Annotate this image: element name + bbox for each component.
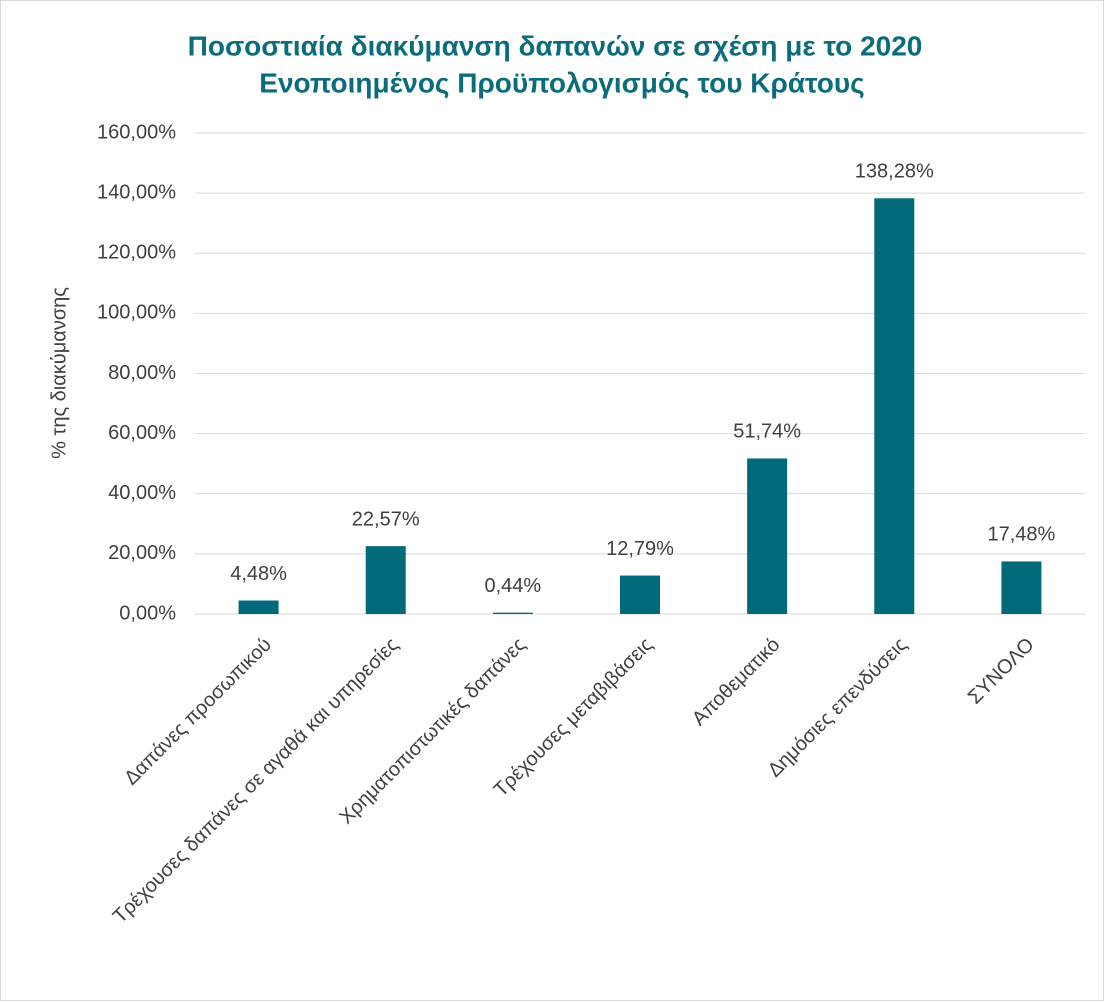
bar — [747, 458, 788, 614]
y-tick-label: 120,00% — [97, 242, 176, 264]
bar — [620, 575, 660, 614]
chart-title: Ενοποιημένος Προϋπολογισμός του Κράτους — [259, 67, 864, 98]
bar — [1001, 561, 1042, 614]
data-label: 138,28% — [855, 161, 934, 183]
data-label: 0,44% — [484, 575, 541, 597]
y-tick-label: 20,00% — [108, 542, 176, 564]
bar — [492, 612, 533, 614]
data-label: 17,48% — [988, 524, 1056, 546]
data-label: 51,74% — [733, 421, 801, 443]
y-tick-label: 160,00% — [97, 121, 176, 143]
y-tick-label: 60,00% — [108, 422, 176, 444]
bar — [874, 198, 915, 614]
bar — [238, 600, 279, 614]
y-tick-label: 0,00% — [119, 602, 176, 624]
y-tick-label: 40,00% — [108, 482, 176, 504]
y-axis-title: % της διακύμανσης — [48, 287, 70, 459]
chart-title: Ποσοστιαία διακύμανση δαπανών σε σχέση μ… — [188, 30, 923, 61]
data-label: 22,57% — [352, 508, 420, 530]
data-label: 4,48% — [230, 563, 287, 585]
bar — [365, 546, 406, 614]
y-tick-label: 100,00% — [97, 302, 176, 324]
y-tick-label: 140,00% — [97, 181, 176, 203]
y-tick-label: 80,00% — [108, 362, 176, 384]
data-label: 12,79% — [606, 538, 674, 560]
